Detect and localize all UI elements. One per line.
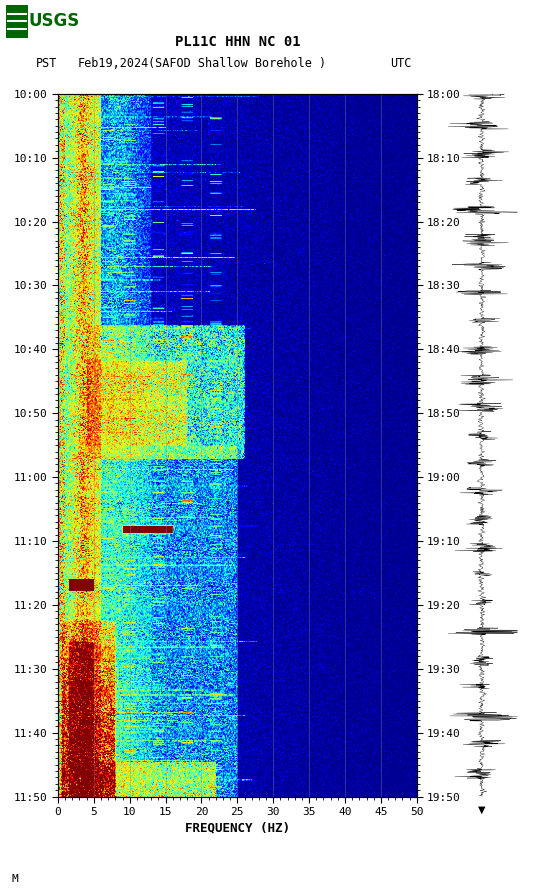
Text: M: M [11, 874, 18, 884]
Text: PST: PST [36, 56, 57, 70]
FancyBboxPatch shape [6, 4, 29, 38]
Text: ▼: ▼ [478, 805, 485, 815]
Text: USGS: USGS [29, 13, 80, 30]
Text: Feb19,2024: Feb19,2024 [77, 56, 148, 70]
Text: (SAFOD Shallow Borehole ): (SAFOD Shallow Borehole ) [148, 56, 326, 70]
X-axis label: FREQUENCY (HZ): FREQUENCY (HZ) [185, 822, 290, 834]
Text: PL11C HHN NC 01: PL11C HHN NC 01 [174, 35, 300, 49]
Text: UTC: UTC [390, 56, 411, 70]
